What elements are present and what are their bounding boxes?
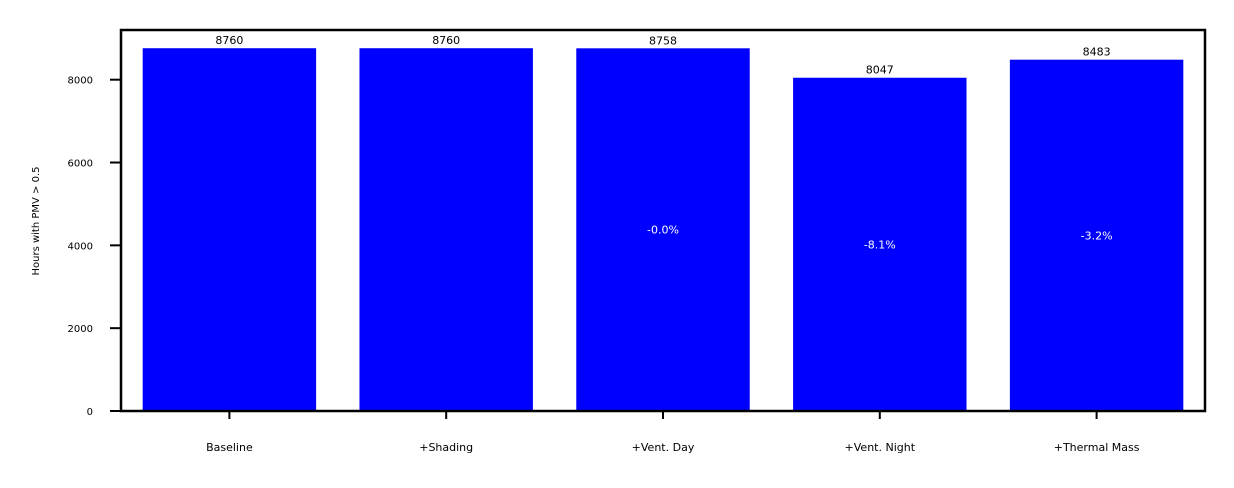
bar-0 (142, 48, 317, 411)
bar-change-label-3: -8.1% (864, 238, 896, 251)
bar-4 (1009, 59, 1184, 412)
bar-value-label-3: 8047 (866, 64, 894, 77)
axis-layer: Baseline +Shading +Vent. Day +Vent. Night +T… (68, 28, 1207, 454)
plot-frame (119, 28, 1207, 413)
bar-value-label-0: 8760 (215, 34, 243, 47)
y-tick-label-1: 2000 (68, 324, 93, 335)
bar-value-label-1: 8760 (432, 34, 460, 47)
x-tick-label-0: Baseline (206, 441, 253, 454)
y-tick-label-0: 0 (87, 407, 93, 418)
bar-1 (359, 48, 533, 411)
labels-layer: 8760 8760 8758 -0.0% 8047 -8.1% 8483 -3.2% (215, 34, 1112, 251)
x-tick-label-1: +Shading (419, 441, 473, 454)
bar-change-label-2: -0.0% (647, 224, 679, 237)
bar-value-label-2: 8758 (649, 34, 677, 47)
bar-3 (793, 77, 967, 411)
bar-value-label-4: 8483 (1083, 46, 1111, 59)
x-tick-label-3: +Vent. Night (845, 441, 916, 454)
bar-2 (576, 48, 750, 411)
y-tick-label-4: 8000 (68, 76, 93, 87)
bar-change-label-4: -3.2% (1081, 229, 1113, 242)
x-tick-label-2: +Vent. Day (632, 441, 695, 454)
y-tick-label-2: 4000 (68, 241, 93, 252)
x-tick-label-4: +Thermal Mass (1054, 441, 1140, 454)
bars-layer (142, 48, 1184, 412)
y-axis-label: Hours with PMV > 0.5 (31, 166, 42, 275)
y-tick-label-3: 6000 (68, 159, 93, 170)
